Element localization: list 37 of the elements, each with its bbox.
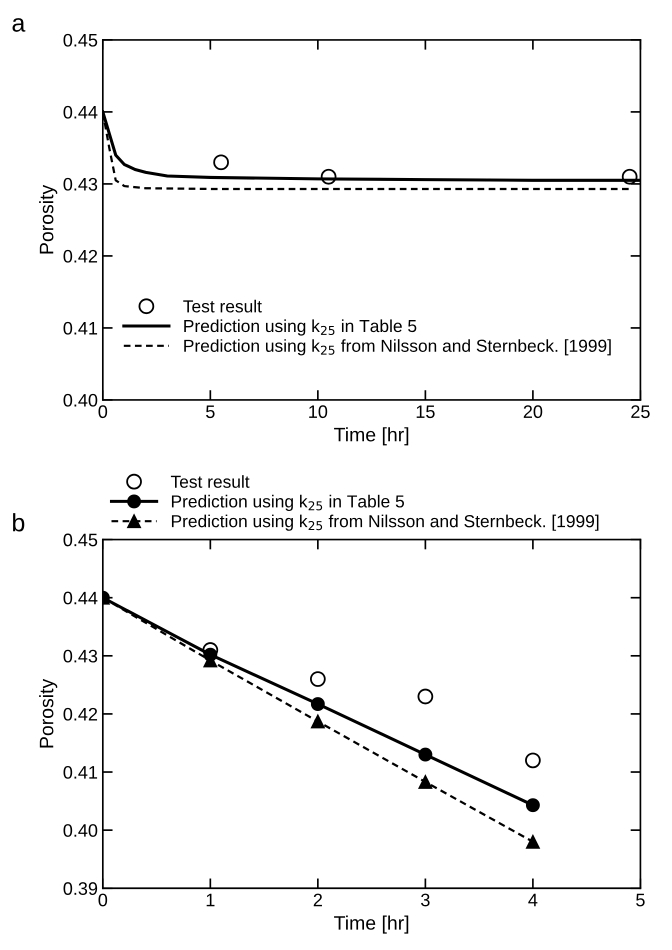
- x-tick-label: 4: [528, 894, 538, 906]
- y-tick-label: 0.41: [64, 766, 98, 779]
- x-tick-label: 20: [524, 405, 542, 418]
- x-tick-label: 5: [636, 894, 645, 906]
- x-tick-label: 2: [314, 894, 322, 906]
- x-tick-label: 3: [421, 894, 430, 906]
- legend-label: Test result: [170, 475, 250, 488]
- legend-label: Prediction using k$_{25}$ from Nilsson and Sternbeck. [1999]: [172, 514, 598, 531]
- legend-label: Prediction using k$_{25}$ in Table 5: [172, 494, 404, 511]
- x-tick-label: 0: [98, 894, 108, 906]
- y-tick-label: 0.43: [64, 178, 98, 191]
- x-tick-label: 5: [206, 405, 215, 418]
- y-tick-label: 0.42: [64, 708, 98, 721]
- x-tick-label: 10: [309, 405, 328, 418]
- x-tick-label: 1: [206, 894, 214, 906]
- y-tick-label: 0.40: [64, 824, 98, 837]
- y-tick-label: 0.41: [64, 322, 98, 335]
- x-tick-label: 25: [631, 405, 650, 418]
- chart-title: b: [13, 513, 24, 532]
- x-tick-label: 0: [98, 405, 108, 418]
- y-tick-label: 0.45: [64, 34, 98, 47]
- y-axis-title: Porosity: [39, 184, 58, 254]
- y-tick-label: 0.40: [64, 394, 98, 407]
- y-tick-label: 0.44: [64, 592, 98, 604]
- y-tick-label: 0.44: [64, 106, 98, 119]
- y-tick-label: 0.43: [64, 650, 98, 663]
- x-tick-label: 15: [416, 405, 435, 418]
- y-tick-label: 0.39: [64, 882, 98, 895]
- x-axis-title: Time [hr]: [334, 916, 408, 934]
- y-axis-title: Porosity: [39, 678, 58, 748]
- legend-label: Test result: [183, 300, 262, 313]
- y-tick-label: 0.45: [64, 534, 98, 546]
- legend-label: Prediction using k$_{25}$ from Nilsson and Sternbeck. [1999]: [184, 339, 611, 356]
- y-tick-label: 0.42: [64, 250, 98, 263]
- chart-title: a: [12, 18, 26, 32]
- legend-label: Prediction using k$_{25}$ in Table 5: [184, 319, 416, 336]
- x-axis-title: Time [hr]: [334, 427, 408, 446]
